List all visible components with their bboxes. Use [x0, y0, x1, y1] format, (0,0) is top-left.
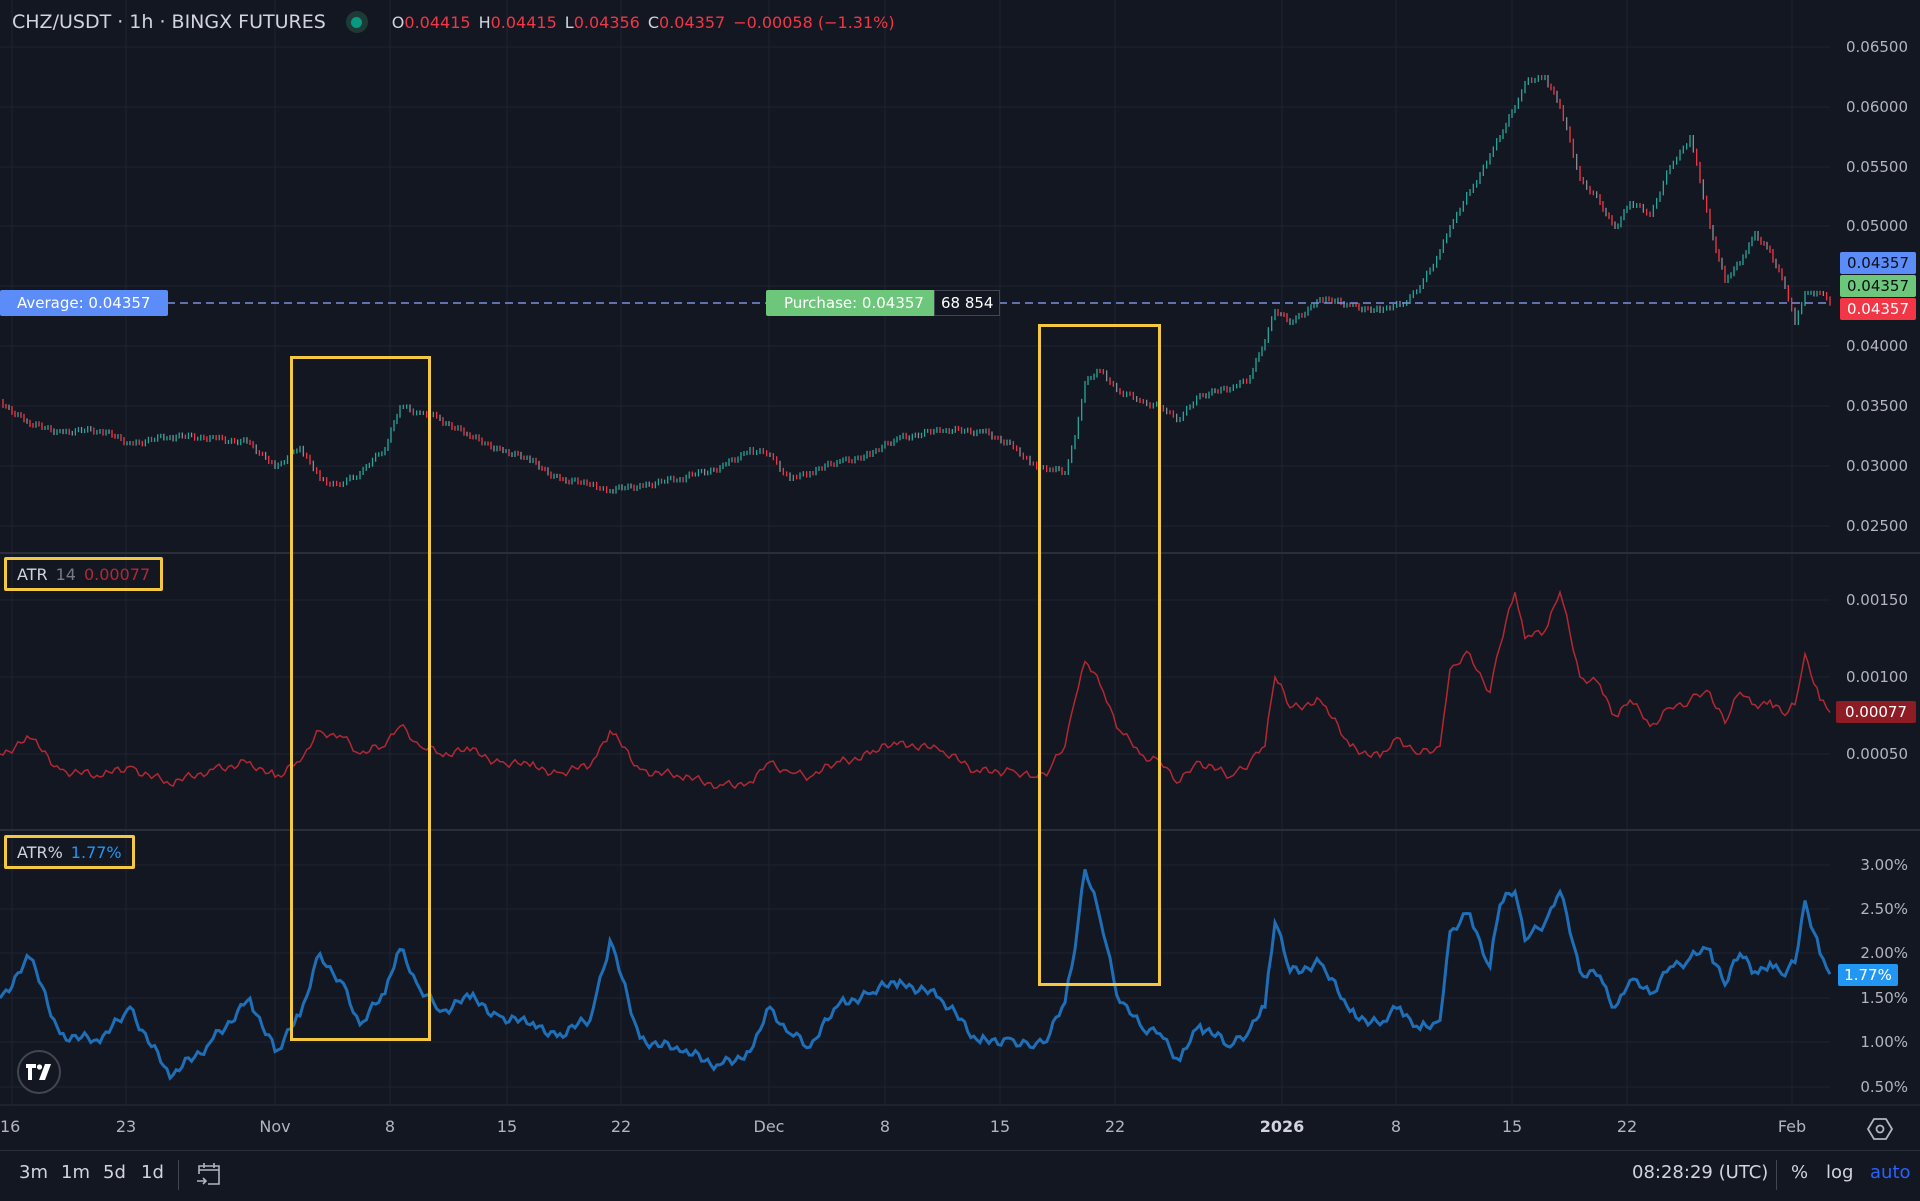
market-status-icon — [345, 11, 368, 33]
time-axis-label: 15 — [989, 1117, 1011, 1136]
price-axis-tick: 0.03500 — [1845, 397, 1908, 415]
average-price-label[interactable]: Average: 0.04357 — [0, 290, 168, 316]
time-axis-label: 16 — [0, 1117, 21, 1136]
clock-timezone[interactable]: 08:28:29 (UTC) — [1632, 1162, 1769, 1183]
atr-percent-legend[interactable]: ATR% 1.77% — [4, 835, 135, 869]
time-axis-label: 8 — [879, 1117, 891, 1136]
atr-percent-value: 1.77% — [70, 842, 122, 862]
atr-percent-axis-tick: 3.00% — [1860, 856, 1908, 874]
series-layer — [0, 75, 1832, 1081]
price-axis-tick: 0.04000 — [1845, 337, 1908, 355]
price-axis-tick: 0.05000 — [1845, 217, 1908, 235]
atr-axis-tick: 0.00050 — [1845, 745, 1908, 763]
time-axis-label: 8 — [384, 1117, 396, 1136]
last-price-label: 0.04357 — [1840, 298, 1916, 320]
price-axis-tick: 0.05500 — [1845, 158, 1908, 176]
time-axis-label: 22 — [1104, 1117, 1126, 1136]
ohlc-high: H0.04415 — [478, 12, 557, 32]
atr-axis-tick: 0.00100 — [1845, 668, 1908, 686]
time-axis-label: 15 — [1501, 1117, 1523, 1136]
time-axis-label: 2026 — [1259, 1117, 1305, 1136]
time-axis-label: Dec — [753, 1117, 785, 1136]
auto-scale-toggle[interactable]: auto — [1870, 1162, 1911, 1183]
price-change: −0.00058 (−1.31%) — [733, 12, 895, 32]
last-price-label: 0.04357 — [1840, 252, 1916, 274]
range-1d-button[interactable]: 1d — [141, 1162, 164, 1183]
symbol-legend[interactable]: CHZ/USDT · 1h · BINGX FUTURES O0.04415 H… — [12, 10, 895, 34]
price-axis-tick: 0.02500 — [1845, 517, 1908, 535]
range-3m-button[interactable]: 3m — [19, 1162, 48, 1183]
symbol-title[interactable]: CHZ/USDT · 1h · BINGX FUTURES — [12, 11, 326, 33]
atr-axis-tick: 0.00150 — [1845, 591, 1908, 609]
percent-scale-toggle[interactable]: % — [1791, 1162, 1809, 1183]
last-price-label: 0.04357 — [1840, 275, 1916, 297]
atr-percent-name: ATR% — [17, 842, 63, 862]
atr-percent-axis-tick: 1.00% — [1860, 1033, 1908, 1051]
range-5d-button[interactable]: 5d — [103, 1162, 126, 1183]
price-axis-tick: 0.03000 — [1845, 457, 1908, 475]
price-axis-tick: 0.06000 — [1845, 98, 1908, 116]
atr-percent-axis-tick: 1.50% — [1860, 989, 1908, 1007]
tradingview-logo-icon — [26, 1064, 51, 1080]
go-to-date-icon[interactable] — [195, 1160, 223, 1188]
log-scale-toggle[interactable]: log — [1826, 1162, 1854, 1183]
purchase-quantity: 68 854 — [933, 290, 1001, 316]
bottom-toolbar — [0, 1150, 1920, 1201]
atr-percent-axis-tick: 2.50% — [1860, 900, 1908, 918]
time-axis-label: 8 — [1390, 1117, 1402, 1136]
atr-param: 14 — [55, 564, 76, 584]
tradingview-logo[interactable] — [17, 1050, 61, 1094]
atr-legend[interactable]: ATR 14 0.00077 — [4, 557, 164, 591]
atr-percent-axis-tick: 2.00% — [1860, 944, 1908, 962]
range-1m-button[interactable]: 1m — [61, 1162, 90, 1183]
grid-lines — [0, 0, 1920, 1106]
atr-value: 0.00077 — [83, 564, 151, 584]
toolbar-divider — [1776, 1160, 1777, 1190]
atr-name: ATR — [17, 564, 48, 584]
purchase-label[interactable]: Purchase: 0.04357 68 854 — [766, 290, 1001, 316]
time-axis-label: Nov — [259, 1117, 291, 1136]
settings-icon[interactable] — [1867, 1116, 1893, 1142]
atr-last-value-label: 0.00077 — [1836, 701, 1916, 723]
price-axis-tick: 0.06500 — [1845, 38, 1908, 56]
toolbar-divider — [178, 1160, 179, 1190]
ohlc-open: O0.04415 — [391, 12, 471, 32]
time-axis-label: 23 — [115, 1117, 137, 1136]
time-axis-label: 22 — [1616, 1117, 1638, 1136]
purchase-price: Purchase: 0.04357 — [766, 290, 934, 316]
time-axis-label: Feb — [1777, 1117, 1807, 1136]
atr-percent-axis-tick: 0.50% — [1860, 1078, 1908, 1096]
ohlc-low: L0.04356 — [564, 12, 640, 32]
time-axis-label: 15 — [496, 1117, 518, 1136]
atr-percent-last-value-label: 1.77% — [1838, 964, 1898, 986]
time-axis-label: 22 — [610, 1117, 632, 1136]
ohlc-close: C0.04357 — [647, 12, 726, 32]
